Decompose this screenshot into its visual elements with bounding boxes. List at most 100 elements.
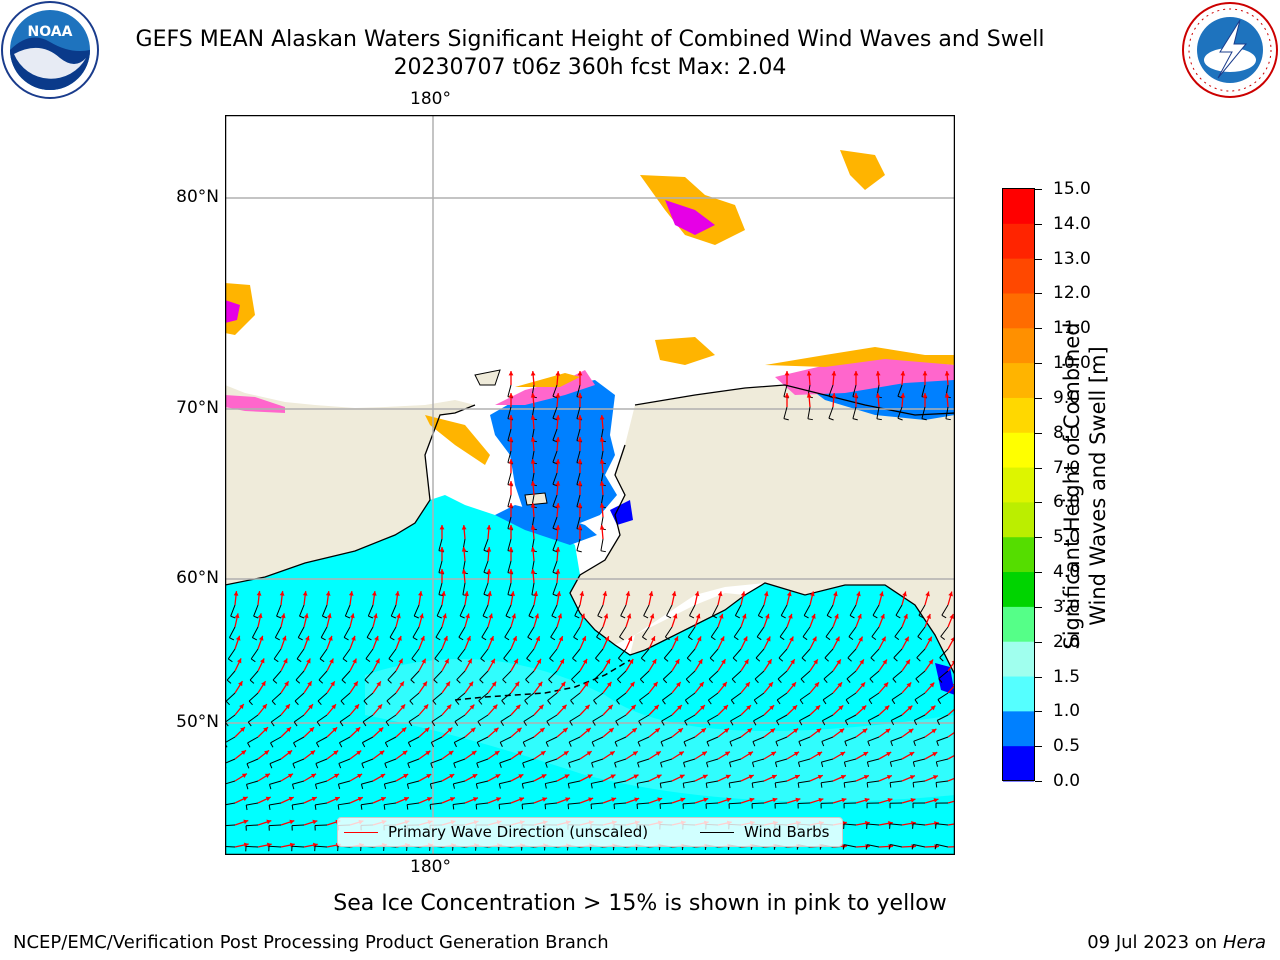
wind-barb-flag — [912, 782, 915, 788]
wind-barb-flag — [386, 700, 391, 705]
wind-barb — [274, 626, 282, 638]
wave-arrow-head — [651, 659, 657, 665]
colorbar-label-line1: Significant Height of Combined — [1060, 322, 1084, 650]
wind-barb-flag — [660, 762, 663, 768]
wave-arrow-head — [266, 819, 272, 825]
wave-arrow-head — [768, 682, 773, 688]
wave-arrow-head — [329, 658, 334, 664]
wind-barb-flag — [291, 784, 295, 790]
wind-barb — [268, 845, 282, 848]
wind-barb — [292, 802, 305, 806]
wave-direction-arrow — [947, 823, 954, 826]
wave-arrow-head — [473, 797, 478, 802]
wave-arrow-head — [555, 547, 561, 552]
wind-barb-flag — [936, 740, 939, 746]
wave-arrow-head — [875, 371, 881, 376]
wind-barb-flag — [939, 657, 944, 662]
wind-barb-flag — [551, 615, 557, 619]
wind-barb — [574, 604, 581, 617]
wave-arrow-head — [530, 415, 536, 420]
wave-arrow-head — [606, 681, 612, 687]
wave-arrow-head — [488, 613, 493, 619]
wave-arrow-head — [555, 481, 561, 486]
wave-arrow-head — [423, 704, 429, 710]
wave-arrow-head — [806, 371, 812, 376]
wave-arrow-head — [489, 636, 494, 642]
wind-barb — [320, 626, 328, 638]
wave-arrow-head — [533, 591, 539, 596]
wave-arrow-head — [909, 752, 915, 757]
lon-label-bottom: 180° — [410, 857, 451, 877]
wind-barb-flag — [407, 742, 412, 748]
wind-barb — [229, 626, 236, 638]
wind-barb-flag — [552, 593, 558, 597]
colorbar-tick-label: 3.0 — [1053, 596, 1081, 617]
wave-arrow-head — [910, 798, 916, 803]
wind-barb-flag — [642, 636, 647, 641]
wind-barb-flag — [777, 678, 782, 684]
wind-barb-flag — [916, 657, 921, 662]
wind-barb-flag — [476, 762, 479, 768]
wave-arrow-head — [396, 613, 401, 619]
wind-barb-flag — [754, 678, 759, 684]
wind-barb — [600, 538, 604, 551]
wind-barb — [783, 406, 788, 419]
wave-arrow-head — [235, 635, 241, 641]
colorbar-tick-label: 9.0 — [1053, 387, 1081, 408]
wind-barb-flag — [889, 782, 892, 788]
wind-barb-flag — [550, 636, 556, 641]
wind-barb — [269, 780, 282, 785]
wind-barb-flag — [895, 614, 901, 619]
wind-barb-flag — [545, 762, 548, 768]
wind-barb-flag — [570, 700, 575, 705]
wind-barb-flag — [641, 657, 646, 662]
wave-arrow-head — [302, 591, 308, 596]
wave-arrow-head — [717, 591, 723, 597]
wind-barb — [868, 714, 880, 721]
wave-arrow-head — [839, 728, 845, 734]
wind-barb — [614, 758, 627, 764]
wave-arrow-head — [536, 658, 541, 664]
wind-barb-flag — [342, 658, 348, 663]
colorbar-tick-mark — [1035, 606, 1042, 608]
wind-barb-flag — [614, 762, 617, 768]
wave-arrow-head — [627, 636, 633, 642]
wave-arrow-head — [508, 371, 514, 376]
wind-barb — [547, 692, 558, 701]
wind-barb-flag — [594, 679, 599, 684]
wind-barb-flag — [360, 783, 364, 790]
sea-ice-note: Sea Ice Concentration > 15% is shown in … — [333, 891, 947, 916]
wind-barb-flag — [253, 615, 259, 619]
wind-barb-flag — [413, 615, 419, 619]
wind-barb-flag — [752, 741, 756, 747]
wave-arrow-head — [243, 842, 249, 848]
wind-barb — [687, 626, 696, 638]
wind-barb-flag — [430, 742, 435, 748]
wind-barb-flag — [684, 699, 689, 705]
wave-arrow-head — [765, 613, 770, 619]
wave-arrow-head — [325, 591, 331, 596]
wind-barb — [568, 780, 581, 784]
wind-barb — [683, 736, 696, 743]
wind-barb — [662, 670, 673, 680]
wind-barb-flag — [503, 658, 508, 662]
wind-barb-flag — [847, 657, 852, 662]
wind-barb-flag — [526, 658, 531, 662]
wave-arrow-head — [564, 774, 570, 779]
wind-barb — [867, 823, 880, 826]
wind-barb-flag — [475, 783, 478, 789]
wind-barb — [572, 648, 581, 659]
wind-barb — [576, 450, 581, 463]
wind-barb — [341, 670, 351, 681]
wave-arrow-head — [929, 682, 935, 688]
wave-arrow-head — [530, 547, 536, 552]
wind-barb-flag — [293, 721, 298, 727]
wind-barb-flag — [546, 721, 550, 726]
wind-barb — [890, 844, 903, 848]
wave-arrow-head — [904, 636, 909, 642]
wind-barb — [779, 626, 788, 638]
wave-arrow-head — [420, 635, 425, 641]
wind-barb-flag — [412, 636, 418, 641]
wind-barb — [576, 428, 581, 441]
wind-barb-flag — [552, 483, 558, 487]
